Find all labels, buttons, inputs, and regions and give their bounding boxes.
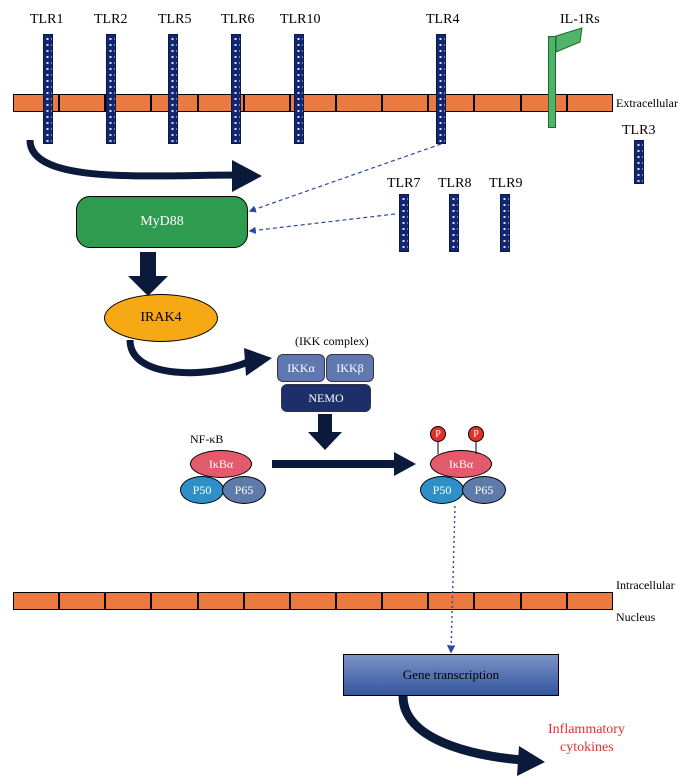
node-irak4: IRAK4 bbox=[104, 294, 218, 342]
receptor-tlr10 bbox=[294, 34, 304, 144]
label-ikk-complex: (IKK complex) bbox=[295, 334, 369, 349]
phospho-2-label: P bbox=[473, 429, 479, 440]
receptor-tlr9 bbox=[500, 194, 510, 252]
label-tlr5: TLR5 bbox=[158, 12, 191, 28]
receptor-tlr2 bbox=[106, 34, 116, 144]
label-tlr4: TLR4 bbox=[426, 12, 459, 28]
label-tlr9: TLR9 bbox=[489, 176, 522, 192]
node-p65-2: P65 bbox=[462, 476, 506, 504]
label-tlr1: TLR1 bbox=[30, 12, 63, 28]
label-nucleus: Nucleus bbox=[616, 610, 655, 625]
label-nfkb: NF-κB bbox=[190, 432, 223, 447]
output-line2: cytokines bbox=[560, 740, 614, 756]
node-ikka-label: IKKα bbox=[287, 361, 315, 376]
node-gene-transcription-label: Gene transcription bbox=[403, 667, 499, 683]
node-myd88: MyD88 bbox=[76, 196, 248, 248]
node-irak4-label: IRAK4 bbox=[140, 310, 181, 326]
receptor-tlr3 bbox=[634, 140, 644, 184]
receptor-tlr8 bbox=[449, 194, 459, 252]
node-ikba-1: IκBα bbox=[190, 450, 252, 478]
receptor-tlr7 bbox=[399, 194, 409, 252]
label-tlr2: TLR2 bbox=[94, 12, 127, 28]
receptor-tlr4 bbox=[436, 34, 446, 144]
label-il1rs: IL-1Rs bbox=[560, 12, 600, 28]
node-p65-1: P65 bbox=[222, 476, 266, 504]
node-myd88-label: MyD88 bbox=[140, 214, 184, 230]
node-p50-2-label: P50 bbox=[433, 483, 452, 498]
node-gene-transcription: Gene transcription bbox=[343, 654, 559, 696]
node-p50-2: P50 bbox=[420, 476, 464, 504]
label-intracellular: Intracellular bbox=[616, 578, 675, 593]
phospho-2: P bbox=[468, 426, 484, 442]
node-ikkb-label: IKKβ bbox=[336, 361, 363, 376]
receptor-tlr1 bbox=[43, 34, 53, 144]
node-ikba-1-label: IκBα bbox=[209, 457, 233, 472]
node-p50-1-label: P50 bbox=[193, 483, 212, 498]
receptor-tlr5 bbox=[168, 34, 178, 144]
label-tlr7: TLR7 bbox=[387, 176, 420, 192]
membrane-intracellular bbox=[13, 592, 613, 610]
node-p65-2-label: P65 bbox=[475, 483, 494, 498]
phospho-1: P bbox=[430, 426, 446, 442]
label-tlr6: TLR6 bbox=[221, 12, 254, 28]
receptor-il1r-stem bbox=[548, 36, 556, 128]
label-tlr10: TLR10 bbox=[280, 12, 320, 28]
node-ikka: IKKα bbox=[277, 354, 325, 382]
label-tlr3: TLR3 bbox=[622, 123, 655, 139]
node-nemo-label: NEMO bbox=[308, 391, 343, 406]
node-ikkb: IKKβ bbox=[326, 354, 374, 382]
node-ikba-2: IκBα bbox=[430, 450, 492, 478]
node-ikba-2-label: IκBα bbox=[449, 457, 473, 472]
node-p65-1-label: P65 bbox=[235, 483, 254, 498]
membrane-extracellular bbox=[13, 94, 613, 112]
label-tlr8: TLR8 bbox=[438, 176, 471, 192]
node-nemo: NEMO bbox=[281, 384, 371, 412]
label-extracellular: Extracellular bbox=[616, 96, 678, 111]
output-line1: Inflammatory bbox=[548, 722, 625, 738]
node-p50-1: P50 bbox=[180, 476, 224, 504]
phospho-1-label: P bbox=[435, 429, 441, 440]
receptor-tlr6 bbox=[231, 34, 241, 144]
